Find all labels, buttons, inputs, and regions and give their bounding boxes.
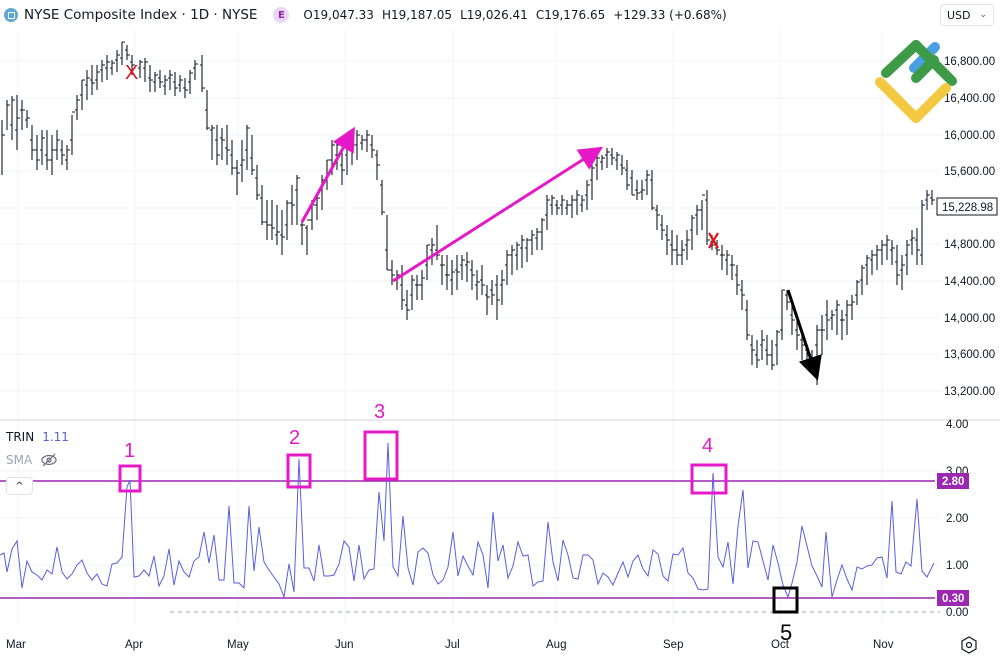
trend-arrow-up-1 — [300, 126, 355, 223]
month-label: Apr — [125, 639, 143, 651]
price-tick: 16,400.00 — [944, 93, 995, 105]
month-label: Oct — [771, 639, 790, 651]
grid-horizontal-trin — [0, 470, 940, 566]
collapse-pane-button[interactable]: ^ — [6, 477, 33, 495]
annotation-label-5: 5 — [780, 620, 792, 645]
annotation-label-2: 2 — [289, 427, 300, 449]
earnings-badge[interactable]: E — [273, 7, 290, 23]
trin-tick: 1.00 — [946, 560, 968, 572]
month-label: Aug — [546, 639, 566, 651]
annotation-label-3: 3 — [374, 401, 385, 423]
currency-label: USD — [947, 8, 971, 22]
trin-axis[interactable]: 4.00 3.00 2.00 1.00 0.00 — [946, 419, 968, 619]
trin-legend[interactable]: TRIN 1.11 — [6, 430, 69, 444]
price-tick: 15,600.00 — [944, 166, 995, 178]
trend-arrow-down — [786, 289, 822, 381]
trin-tick: 4.00 — [946, 419, 968, 431]
trin-line — [0, 442, 935, 599]
price-tick: 13,200.00 — [944, 386, 995, 398]
chevron-down-icon: ⌄ — [979, 10, 987, 20]
trin-lower-level-label: 0.30 — [942, 593, 964, 605]
chart-header: NYSE Composite Index · 1D · NYSE E O19,0… — [0, 0, 1000, 30]
close-value: C19,176.65 — [535, 8, 606, 22]
month-label: Jul — [445, 639, 460, 651]
month-label: Jun — [335, 639, 354, 651]
annotation-label-4: 4 — [702, 435, 713, 457]
symbol-logo-icon — [4, 8, 18, 22]
price-tick: 16,800.00 — [944, 56, 995, 68]
annotation-box-4 — [690, 463, 728, 495]
annotation-box-1 — [118, 464, 142, 493]
time-axis[interactable]: Mar Apr May Jun Jul Aug Sep Oct Nov — [6, 639, 894, 651]
price-tick: 14,000.00 — [944, 313, 995, 325]
price-tick: 16,000.00 — [944, 130, 995, 142]
annotation-label-1: 1 — [124, 440, 135, 462]
grid-horizontal-price — [0, 60, 940, 392]
trin-upper-level-label: 2.80 — [942, 476, 964, 488]
price-tick: 14,400.00 — [944, 276, 995, 288]
annotation-box-5 — [772, 586, 799, 614]
month-label: May — [227, 639, 249, 651]
trin-tick: 0.00 — [946, 607, 968, 619]
brand-logo — [875, 40, 957, 123]
ohlc-values: O19,047.33 H19,187.05 L19,026.41 C19,176… — [303, 8, 726, 22]
trin-legend-value: 1.11 — [42, 430, 69, 444]
trin-legend-name: TRIN — [6, 430, 35, 444]
x-mark-september — [708, 232, 719, 249]
change-value: +129.33 (+0.68%) — [613, 8, 727, 22]
trin-tick: 2.00 — [946, 513, 968, 525]
trin-lower-level-badge — [937, 590, 969, 606]
price-axis[interactable]: 16,800.00 16,400.00 16,000.00 15,600.00 … — [944, 56, 995, 398]
month-label: Nov — [873, 639, 894, 651]
last-price-box — [936, 197, 998, 216]
x-mark-april: X — [125, 62, 138, 84]
eye-hidden-icon[interactable] — [40, 453, 58, 467]
symbol-title[interactable]: NYSE Composite Index · 1D · NYSE — [24, 7, 258, 23]
trin-upper-level-badge — [937, 473, 969, 489]
month-label: Mar — [6, 639, 26, 651]
grid-vertical — [17, 30, 883, 625]
price-tick: 14,800.00 — [944, 239, 995, 251]
annotation-box-2 — [286, 453, 312, 489]
price-tick: 13,600.00 — [944, 349, 995, 361]
chevron-up-icon: ^ — [15, 480, 24, 492]
sma-legend[interactable]: SMA — [6, 453, 58, 467]
settings-icon[interactable] — [961, 636, 977, 654]
x-marks: X — [125, 62, 138, 84]
annotation-box-3 — [363, 430, 399, 481]
open-value: O19,047.33 — [303, 8, 374, 22]
low-value: L19,026.41 — [460, 8, 528, 22]
annotation-boxes — [118, 430, 728, 495]
high-value: H19,187.05 — [381, 8, 453, 22]
last-price-label: 15,228.98 — [942, 202, 993, 214]
trend-arrow-up-2 — [392, 146, 604, 283]
annotation-labels: 1 2 3 4 — [124, 401, 713, 462]
sma-legend-name: SMA — [6, 453, 33, 467]
currency-select[interactable]: USD ⌄ — [940, 4, 994, 26]
month-label: Sep — [663, 639, 683, 651]
ohlc-bars — [1, 41, 935, 385]
